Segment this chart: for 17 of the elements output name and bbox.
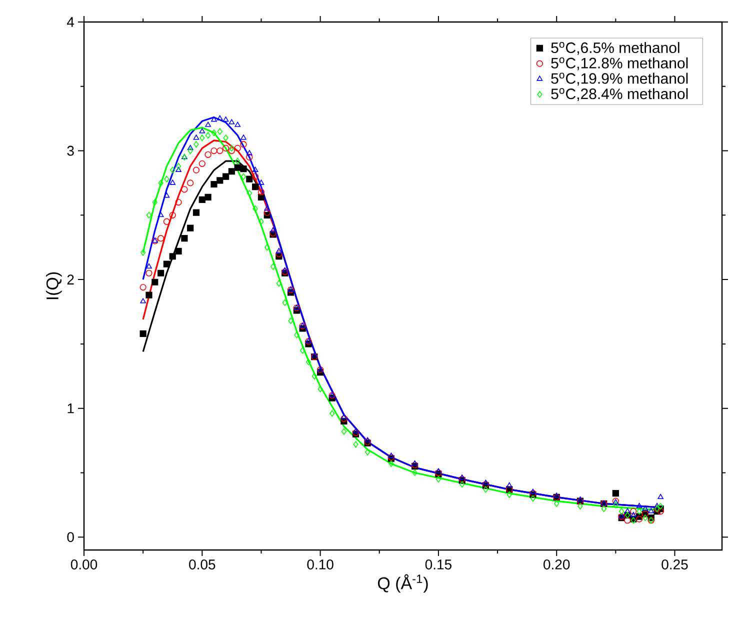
- x-tick-label: 0.25: [662, 560, 688, 570]
- y-tick-label: 1: [68, 404, 74, 414]
- x-tick-label: 0.05: [189, 560, 216, 570]
- legend-label: 5$^{o}$C,12.8% methanol: [551, 57, 688, 70]
- x-tick-label: 0.10: [307, 560, 334, 570]
- y-tick-label: 2: [67, 274, 74, 284]
- x-axis-title: Q (Å$^{-1}$): [378, 574, 428, 593]
- y-tick-label: 4: [66, 17, 74, 27]
- legend-label: 5$^{o}$C,19.9% methanol: [551, 72, 688, 86]
- x-tick-label: 0.15: [425, 560, 452, 570]
- x-tick-label: 0.20: [544, 560, 570, 570]
- x-tick-label: 0.00: [70, 560, 98, 570]
- y-axis-title: I(Q): [46, 272, 62, 300]
- legend-label: 5$^{o}$C,6.5% methanol: [551, 42, 680, 55]
- y-tick-label: 3: [67, 146, 74, 156]
- legend-label: 5$^{o}$C,28.4% methanol: [551, 88, 688, 101]
- y-tick-label: 0: [67, 532, 74, 542]
